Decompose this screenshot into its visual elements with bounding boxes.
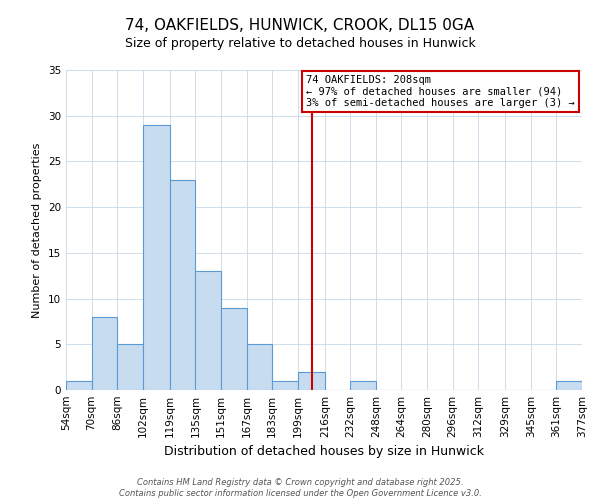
Text: 74, OAKFIELDS, HUNWICK, CROOK, DL15 0GA: 74, OAKFIELDS, HUNWICK, CROOK, DL15 0GA (125, 18, 475, 32)
Bar (221, 308, 247, 390)
Text: 74 OAKFIELDS: 208sqm
← 97% of detached houses are smaller (94)
3% of semi-detach: 74 OAKFIELDS: 208sqm ← 97% of detached h… (306, 75, 575, 108)
Bar (66, 381, 92, 390)
Bar (350, 381, 376, 390)
Y-axis label: Number of detached properties: Number of detached properties (32, 142, 43, 318)
Bar (143, 125, 170, 390)
Text: Size of property relative to detached houses in Hunwick: Size of property relative to detached ho… (125, 38, 475, 51)
Bar (196, 271, 221, 390)
Bar (247, 344, 272, 390)
Bar (272, 381, 298, 390)
X-axis label: Distribution of detached houses by size in Hunwick: Distribution of detached houses by size … (164, 446, 484, 458)
Bar (556, 381, 582, 390)
Bar (117, 344, 143, 390)
Bar (92, 317, 117, 390)
Bar (298, 372, 325, 390)
Text: Contains HM Land Registry data © Crown copyright and database right 2025.
Contai: Contains HM Land Registry data © Crown c… (119, 478, 481, 498)
Bar (170, 180, 196, 390)
